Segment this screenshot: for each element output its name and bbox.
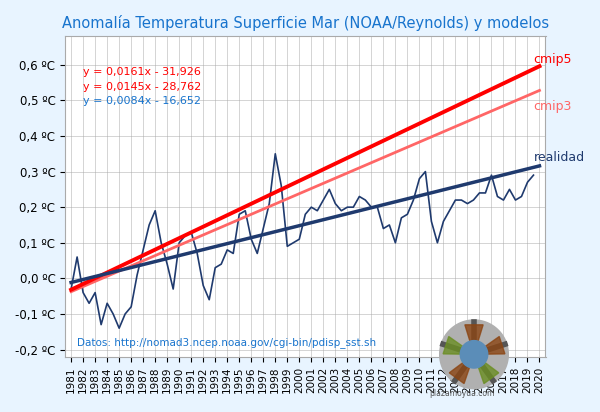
Polygon shape [443,337,474,354]
Text: cmip3: cmip3 [533,100,572,113]
Title: Anomalía Temperatura Superficie Mar (NOAA/Reynolds) y modelos: Anomalía Temperatura Superficie Mar (NOA… [62,15,549,31]
Text: Datos: http://nomad3.ncep.noaa.gov/cgi-bin/pdisp_sst.sh: Datos: http://nomad3.ncep.noaa.gov/cgi-b… [77,337,376,348]
Polygon shape [474,337,505,354]
Polygon shape [460,341,488,368]
Text: y = 0,0161x - 31,926: y = 0,0161x - 31,926 [83,68,201,77]
Polygon shape [440,320,508,389]
Polygon shape [474,354,499,384]
Text: realidad: realidad [533,151,584,164]
Text: y = 0,0084x - 16,652: y = 0,0084x - 16,652 [83,96,201,106]
Polygon shape [449,354,474,384]
Text: plazamoyua.com: plazamoyua.com [430,389,494,398]
Text: cmip5: cmip5 [533,53,572,66]
Text: y = 0,0145x - 28,762: y = 0,0145x - 28,762 [83,82,202,92]
Polygon shape [465,325,483,354]
